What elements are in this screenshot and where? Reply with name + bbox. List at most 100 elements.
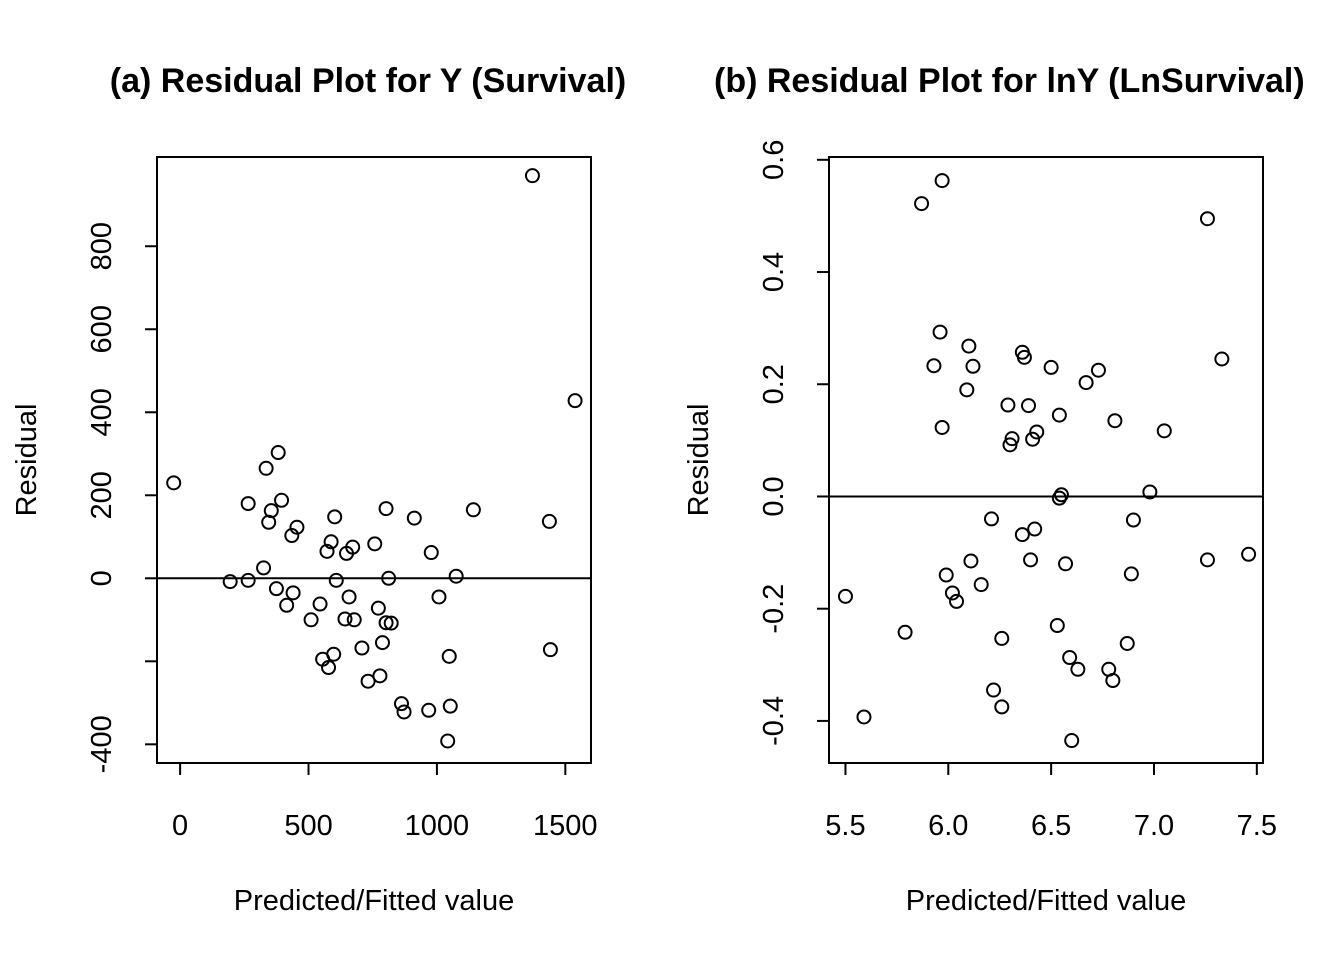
- a-data-point: [328, 572, 344, 588]
- b-x-tick-label: 5.5: [825, 810, 865, 842]
- panel-b-residual-plot-lnsurvival: (b) Residual Plot for lnY (LnSurvival) P…: [683, 62, 1305, 917]
- a-data-point: [256, 560, 272, 576]
- a-data-point: [289, 519, 305, 535]
- b-data-point: [1241, 546, 1257, 562]
- b-data-point: [1021, 398, 1037, 414]
- panel-a-title: (a) Residual Plot for Y (Survival): [110, 62, 626, 100]
- a-data-point: [367, 536, 383, 552]
- a-data-point: [441, 648, 457, 664]
- a-x-tick-label: 0: [172, 810, 188, 842]
- b-data-point: [973, 577, 989, 593]
- a-data-point: [431, 589, 447, 605]
- a-data-point: [345, 539, 361, 555]
- b-data-point: [1123, 566, 1139, 582]
- b-data-point: [1214, 351, 1230, 367]
- b-data-point: [1002, 437, 1018, 453]
- panel-a-y-axis: -400 0 200 400 600 800: [86, 222, 158, 773]
- a-data-point: [346, 612, 362, 628]
- a-data-point: [465, 502, 481, 518]
- a-data-point: [354, 640, 370, 656]
- b-data-point: [961, 338, 977, 354]
- panel-a-x-axis-label: Predicted/Fitted value: [234, 885, 514, 917]
- a-data-point: [166, 475, 182, 491]
- a-data-point: [448, 568, 464, 584]
- a-data-point: [381, 570, 397, 586]
- a-data-point: [524, 168, 540, 184]
- a-data-point: [321, 660, 337, 676]
- b-data-point: [994, 699, 1010, 715]
- panel-b-x-axis: 5.5 6.0 6.5 7.0 7.5: [825, 762, 1277, 842]
- b-data-point: [1016, 349, 1032, 365]
- panel-b-plot-frame: [828, 156, 1264, 764]
- panel-a-residual-plot-survival: (a) Residual Plot for Y (Survival) Predi…: [11, 62, 626, 917]
- b-data-point: [914, 196, 930, 212]
- a-data-point: [279, 597, 295, 613]
- b-data-point: [1023, 552, 1039, 568]
- b-data-point: [1070, 661, 1086, 677]
- panel-b-x-axis-label: Predicted/Fitted value: [906, 885, 1186, 917]
- b-data-point: [1156, 423, 1172, 439]
- a-data-point: [341, 589, 357, 605]
- a-x-tick-label: 1000: [405, 810, 470, 842]
- a-data-point: [378, 501, 394, 517]
- a-data-point: [541, 513, 557, 529]
- b-data-point: [1105, 673, 1121, 689]
- b-data-point: [856, 709, 872, 725]
- a-data-point: [312, 596, 328, 612]
- b-data-point: [1142, 484, 1158, 500]
- b-data-point: [983, 511, 999, 527]
- b-y-tick-label: -0.2: [758, 584, 790, 634]
- b-data-point: [986, 682, 1002, 698]
- b-data-point: [949, 593, 965, 609]
- a-data-point: [337, 611, 353, 627]
- a-y-tick-label: 800: [86, 222, 118, 270]
- a-data-point: [567, 393, 583, 409]
- b-data-point: [1025, 431, 1041, 447]
- b-x-tick-label: 6.5: [1031, 810, 1071, 842]
- a-data-point: [372, 668, 388, 684]
- a-data-point: [327, 509, 343, 525]
- a-data-point: [270, 445, 286, 461]
- panel-a-x-axis: 0 500 1000 1500: [172, 762, 598, 842]
- a-x-tick-label: 500: [284, 810, 332, 842]
- b-data-point: [1051, 407, 1067, 423]
- a-y-tick-label: 0: [86, 570, 118, 586]
- a-data-point: [406, 510, 422, 526]
- a-data-point: [240, 496, 256, 512]
- b-data-point: [1014, 527, 1030, 543]
- b-data-point: [965, 358, 981, 374]
- b-data-point: [837, 588, 853, 604]
- b-data-point: [1064, 733, 1080, 749]
- a-data-point: [542, 642, 558, 658]
- b-x-tick-label: 7.5: [1237, 810, 1277, 842]
- panel-b-title: (b) Residual Plot for lnY (LnSurvival): [714, 62, 1305, 100]
- b-data-point: [1027, 521, 1043, 537]
- a-data-point: [263, 503, 279, 519]
- b-data-point: [963, 553, 979, 569]
- b-data-point: [1199, 211, 1215, 227]
- b-data-point: [1049, 618, 1065, 634]
- b-data-point: [1199, 552, 1215, 568]
- a-data-point: [258, 460, 274, 476]
- b-data-point: [932, 324, 948, 340]
- b-data-point: [926, 358, 942, 374]
- b-data-point: [994, 630, 1010, 646]
- panel-b-y-axis: -0.4 -0.2 0.0 0.2 0.4 0.6: [758, 140, 830, 746]
- a-data-point: [421, 702, 437, 718]
- a-data-point: [383, 615, 399, 631]
- a-data-point: [393, 696, 409, 712]
- b-data-point: [1004, 431, 1020, 447]
- a-data-point: [423, 545, 439, 561]
- panel-b-data-points: [837, 173, 1257, 749]
- b-data-point: [959, 382, 975, 398]
- a-data-point: [240, 572, 256, 588]
- a-data-point: [268, 581, 284, 597]
- a-data-point: [323, 534, 339, 550]
- b-data-point: [944, 585, 960, 601]
- a-y-tick-label: 400: [86, 388, 118, 436]
- a-data-point: [319, 543, 335, 559]
- panel-a-y-axis-label: Residual: [11, 404, 43, 517]
- b-data-point: [934, 173, 950, 189]
- b-data-point: [1090, 362, 1106, 378]
